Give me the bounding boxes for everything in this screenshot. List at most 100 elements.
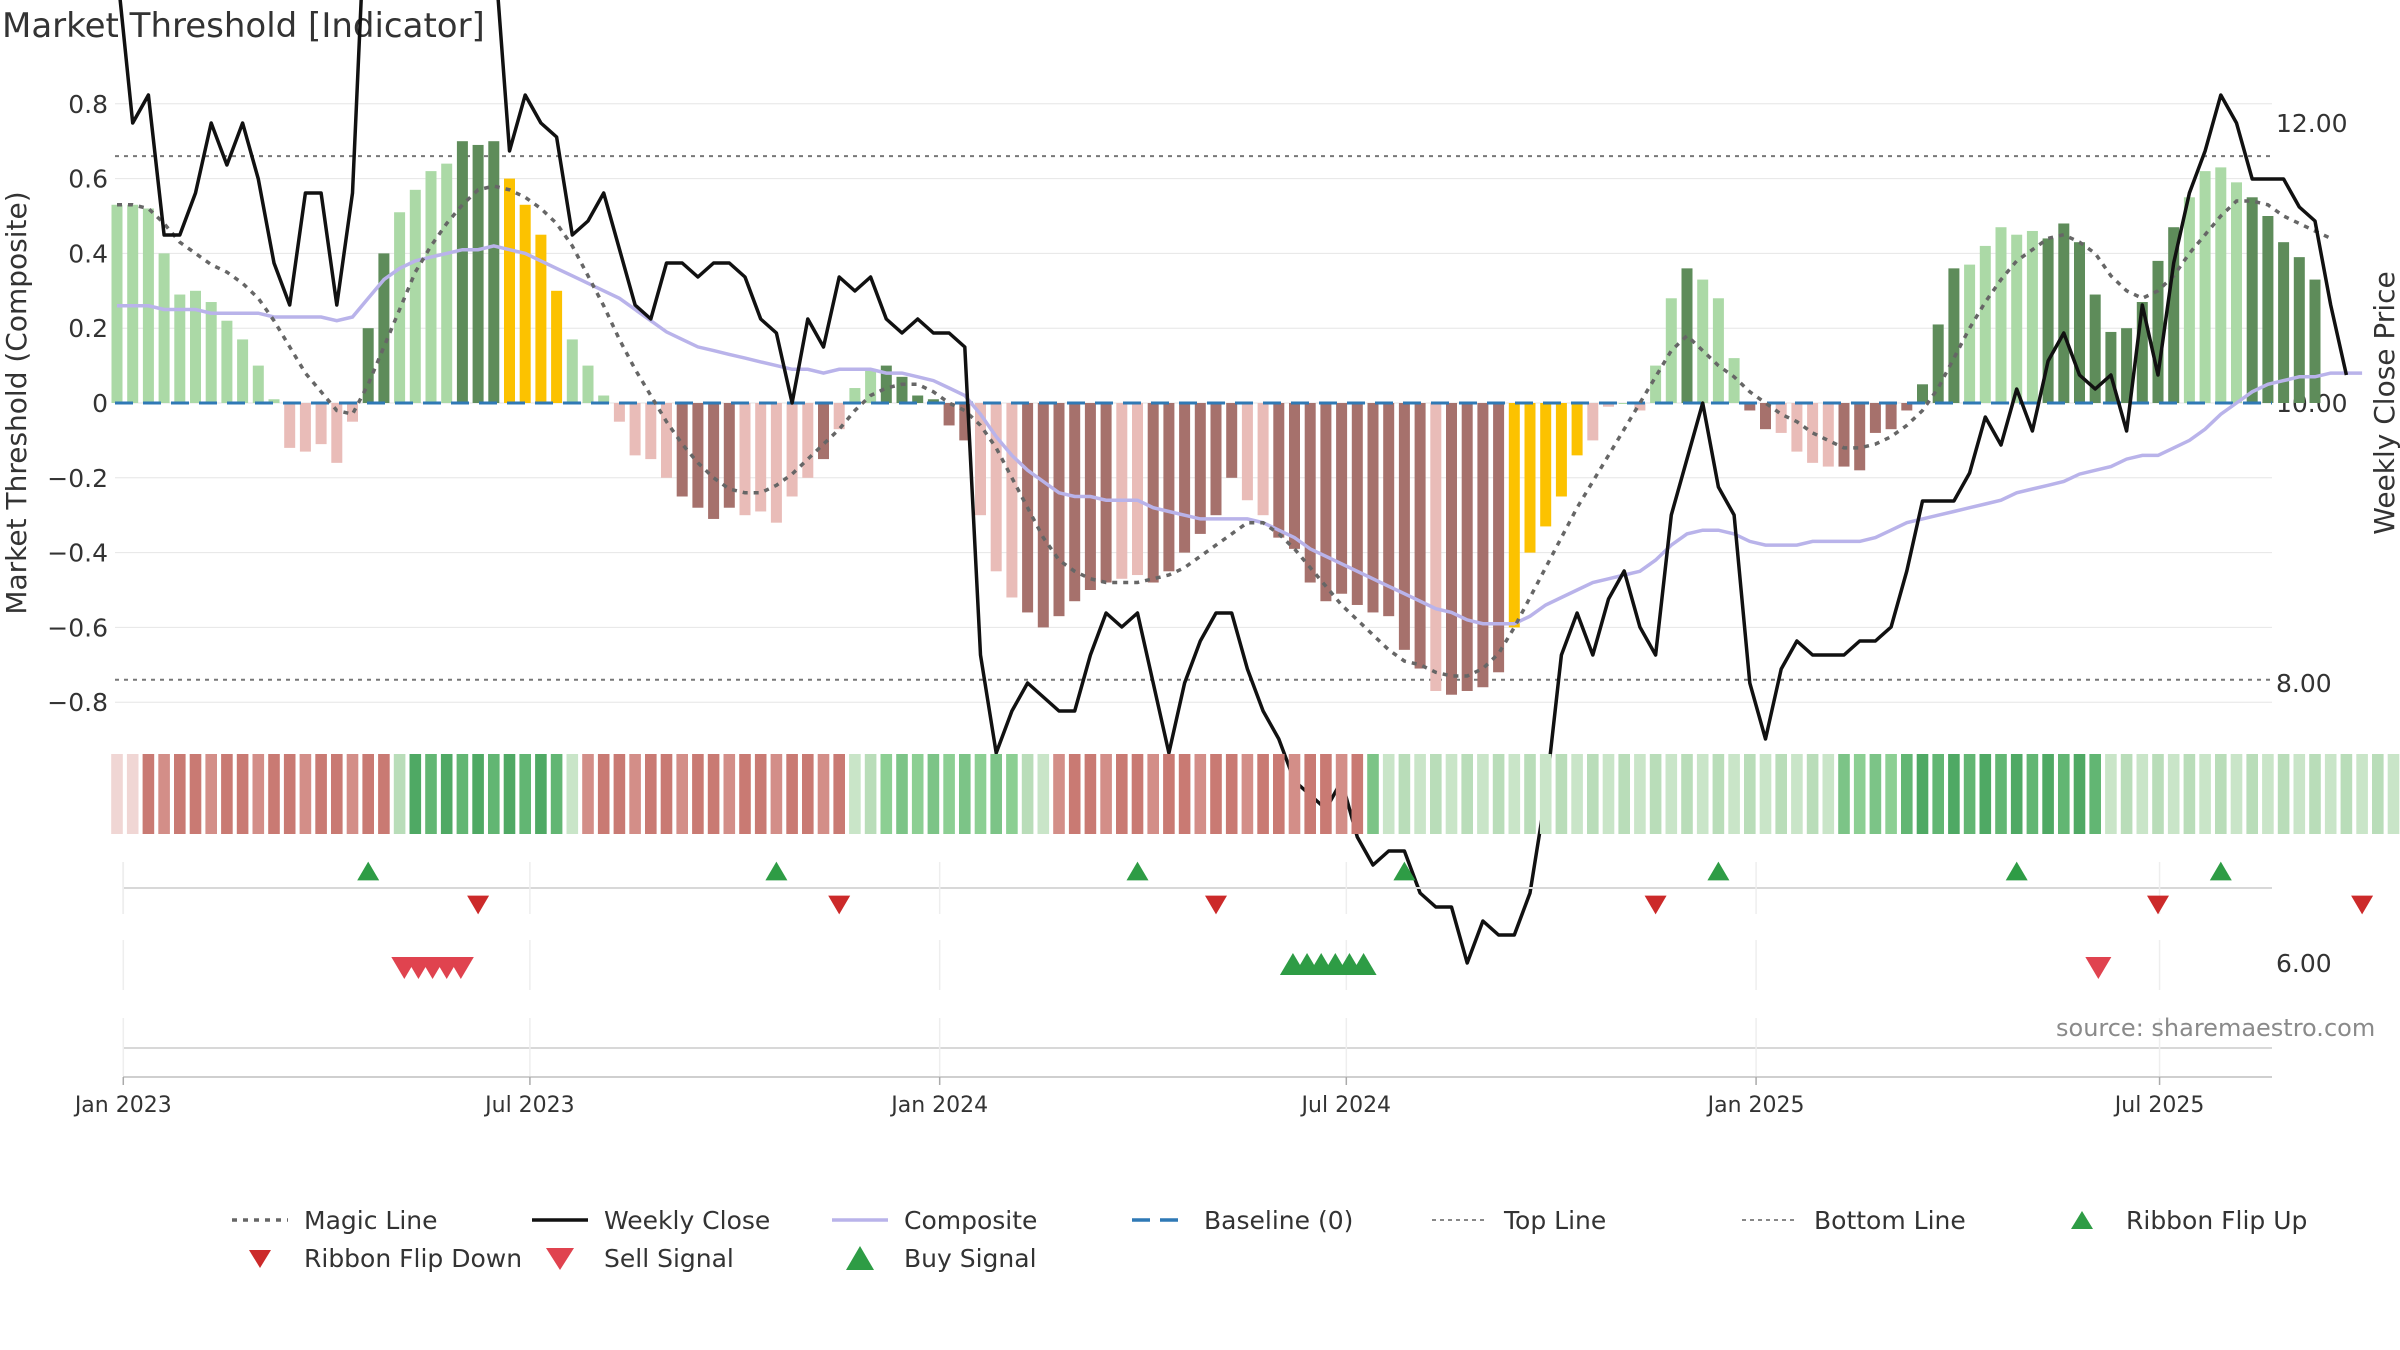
composite-bar — [1398, 403, 1410, 650]
ribbon-cell — [2324, 754, 2337, 834]
legend-triangle-icon — [2052, 1205, 2112, 1235]
ribbon-cell — [692, 754, 704, 834]
ribbon-cell — [2089, 754, 2101, 834]
ribbon-cell — [2167, 754, 2180, 834]
ribbon-cell — [378, 754, 390, 834]
ribbon-cell — [1524, 754, 1536, 834]
ribbon-cell — [142, 754, 155, 834]
ribbon-cell — [1163, 754, 1175, 834]
ribbon-cell — [880, 754, 893, 834]
ribbon-flip-up-marker — [2209, 861, 2232, 881]
legend-item: Weekly Close — [530, 1205, 770, 1235]
composite-bar — [299, 403, 311, 452]
ribbon-cell — [911, 754, 924, 834]
y-axis-label: Market Threshold (Composite) — [0, 191, 33, 614]
composite-bar — [1006, 403, 1018, 598]
ribbon-cell — [864, 754, 877, 834]
ribbon-cell — [1414, 754, 1426, 834]
ribbon-flip-down-marker — [828, 895, 851, 915]
ribbon-cell — [1696, 754, 1709, 834]
ribbon-cell — [1587, 754, 1599, 834]
y2-axis-label: Weekly Close Price — [2368, 271, 2400, 534]
legend-label: Magic Line — [304, 1205, 438, 1235]
composite-bar — [927, 399, 939, 403]
composite-bar — [2074, 242, 2085, 403]
ribbon-cell — [645, 754, 657, 834]
composite-bar — [1854, 403, 1866, 471]
composite-bar — [221, 320, 233, 403]
ribbon-flip-down-marker — [2147, 895, 2169, 915]
sell-signal-marker — [447, 956, 474, 980]
ribbon-cell — [1571, 754, 1583, 834]
composite-bar — [676, 403, 688, 497]
ribbon-cell — [2340, 754, 2353, 834]
composite-bar — [362, 328, 374, 403]
composite-bar — [1116, 403, 1128, 579]
legend-line-icon — [1130, 1205, 1190, 1235]
ribbon-cell — [2230, 754, 2243, 834]
composite-bar — [1304, 403, 1316, 583]
composite-bar — [1744, 403, 1756, 411]
y-tick-label: 0.4 — [68, 239, 108, 268]
ribbon-cell — [1461, 754, 1473, 834]
composite-bar — [1493, 403, 1505, 673]
ribbon-cell — [331, 754, 343, 834]
composite-bar — [2199, 171, 2211, 403]
y-tick-label: 0.2 — [68, 314, 108, 343]
composite-bar — [1069, 403, 1081, 602]
composite-bar — [174, 294, 186, 403]
ribbon-cell — [2073, 754, 2086, 834]
composite-bar — [441, 163, 453, 403]
ribbon-flip-up-marker — [357, 861, 380, 881]
legend-label: Weekly Close — [604, 1205, 771, 1235]
composite-bar — [661, 403, 672, 478]
ribbon-cell — [1006, 754, 1018, 834]
ribbon-cell — [629, 754, 641, 834]
x-tick-label: Jan 2023 — [73, 1093, 172, 1118]
composite-bar — [692, 403, 704, 508]
ribbon-cell — [1649, 754, 1662, 834]
y2-tick-label: 8.00 — [2276, 669, 2332, 698]
ribbon-cell — [1351, 754, 1364, 834]
legend-line-icon — [830, 1205, 890, 1235]
ribbon-cell — [158, 754, 170, 834]
ribbon-cell — [1210, 754, 1222, 834]
composite-bar — [1414, 403, 1426, 669]
legend-item: Composite — [830, 1205, 1037, 1235]
legend-item: Top Line — [1430, 1205, 1606, 1235]
composite-bar — [1587, 403, 1599, 441]
composite-bar — [2089, 294, 2101, 403]
composite-bar — [1194, 403, 1206, 534]
ribbon-cell — [1225, 754, 1238, 834]
ribbon-cell — [770, 754, 783, 834]
ribbon-cell — [174, 754, 186, 834]
composite-bar — [1791, 403, 1803, 452]
ribbon-cell — [346, 754, 359, 834]
ribbon-cell — [2246, 754, 2258, 834]
ribbon-cell — [299, 754, 312, 834]
composite-bar — [629, 403, 641, 456]
composite-bar — [1147, 403, 1159, 583]
ribbon-cell — [1602, 754, 1615, 834]
legend-label: Bottom Line — [1814, 1205, 1966, 1235]
ribbon-cell — [1618, 754, 1630, 834]
composite-bar — [582, 365, 594, 403]
ribbon-flip-up-marker — [1126, 861, 1149, 881]
ribbon-cell — [2293, 754, 2306, 834]
composite-bar — [1351, 403, 1363, 605]
composite-bar — [1210, 403, 1222, 516]
composite-bar — [1728, 358, 1740, 403]
composite-bar — [1665, 298, 1677, 403]
x-tick-label: Jul 2023 — [483, 1093, 575, 1118]
composite-bar — [2152, 260, 2164, 403]
ribbon-cell — [1885, 754, 1897, 834]
composite-bar — [613, 403, 625, 422]
ribbon-flip-up-marker — [2005, 861, 2028, 881]
ribbon-cell — [990, 754, 1002, 834]
y-tick-label: 0.8 — [68, 90, 108, 119]
composite-bar — [1618, 403, 1630, 404]
ribbon-cell — [1634, 754, 1646, 834]
composite-bar — [1226, 403, 1238, 478]
composite-bar — [378, 253, 390, 403]
ribbon-cell — [1775, 754, 1787, 834]
